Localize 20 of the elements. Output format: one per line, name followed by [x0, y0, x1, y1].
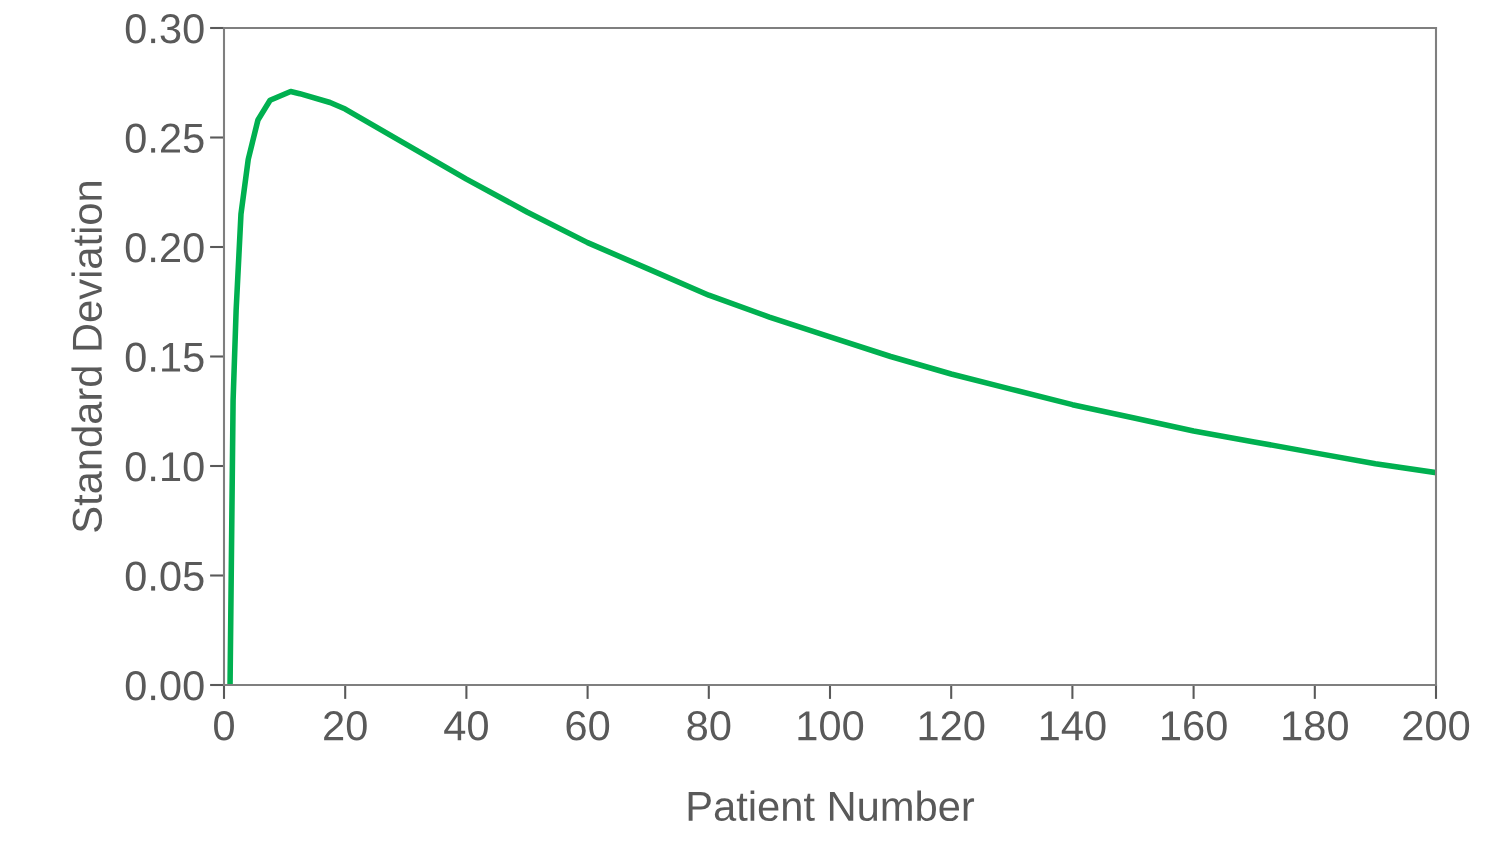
y-tick-label: 0.05: [125, 561, 204, 592]
y-tick-label: 0.30: [125, 14, 204, 44]
x-tick-label: 40: [444, 711, 488, 741]
x-tick-label: 120: [919, 711, 985, 741]
x-axis-title: Patient Number: [688, 790, 975, 822]
x-tick-label: 160: [1162, 711, 1227, 741]
y-tick-label: 0.20: [125, 233, 204, 263]
x-tick-label: 80: [687, 711, 731, 741]
x-tick-label: 180: [1283, 711, 1348, 741]
x-tick-label: 20: [324, 711, 367, 741]
y-tick-label: 0.15: [125, 342, 204, 373]
x-tick-label: 60: [566, 711, 610, 741]
x-tick-label: 140: [1040, 711, 1106, 741]
x-tick-label: 200: [1403, 711, 1470, 741]
y-axis-title: Standard Deviation: [71, 182, 103, 532]
x-tick-label: 0: [214, 711, 234, 741]
y-tick-label: 0.10: [125, 452, 204, 482]
y-tick-label: 0.00: [125, 671, 204, 701]
x-tick-label: 100: [798, 711, 864, 741]
y-tick-label: 0.25: [125, 123, 204, 154]
